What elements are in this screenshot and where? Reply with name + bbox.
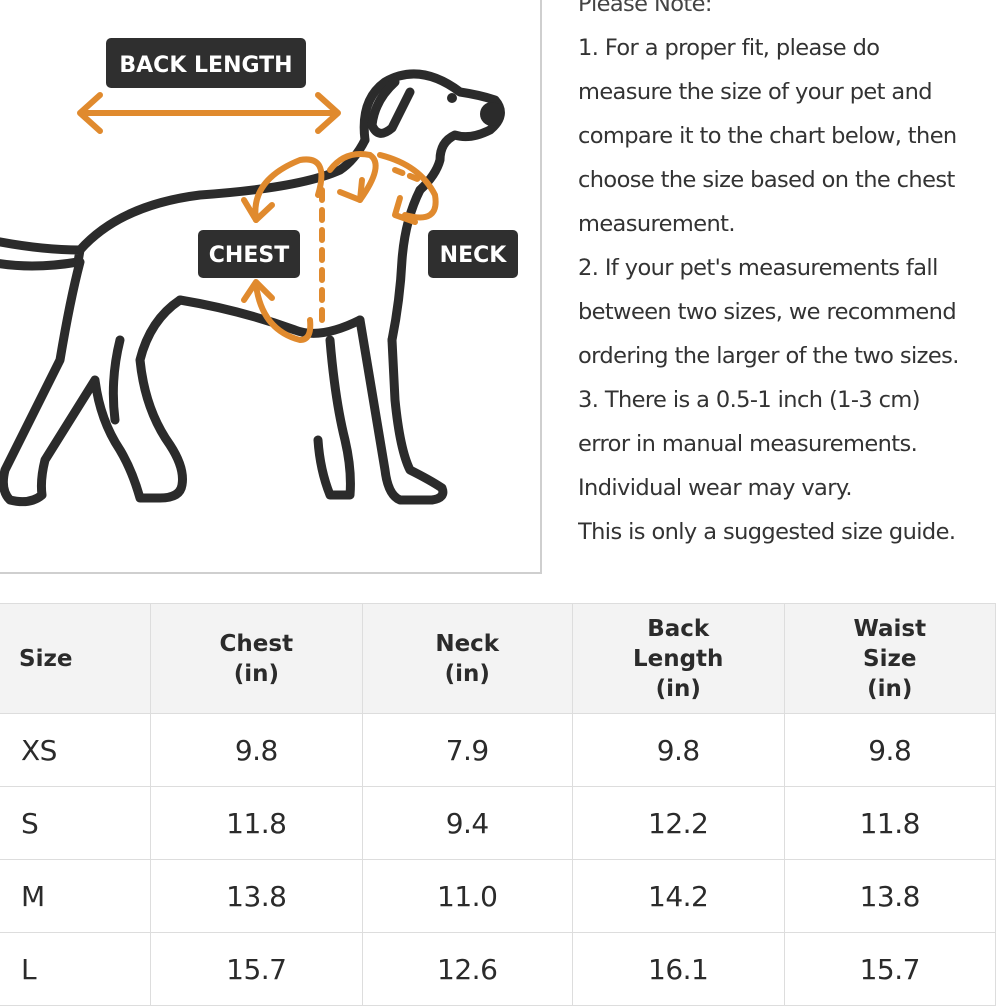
cell-chest: 13.8 <box>150 859 363 933</box>
header-waist-size: Waist Size (in) <box>783 603 997 714</box>
back-length-label: BACK LENGTH <box>106 38 306 88</box>
cell-chest: 15.7 <box>150 932 363 1006</box>
notes-line: choose the size based on the chest <box>578 167 955 193</box>
cell-back-length: 9.8 <box>571 713 785 787</box>
table-row: S 11.8 9.4 12.2 11.8 <box>0 786 997 860</box>
back-length-arrow-icon <box>77 92 341 134</box>
chest-curved-arrow-icon <box>241 156 325 343</box>
cell-size: L <box>0 932 152 1006</box>
table-row: XS 9.8 7.9 9.8 9.8 <box>0 713 997 787</box>
measurement-diagram-panel: BACK LENGTH CHEST NECK <box>0 0 542 574</box>
cell-neck: 9.4 <box>361 786 573 860</box>
header-size: Size <box>0 603 152 714</box>
cell-chest: 9.8 <box>150 713 363 787</box>
table-row: M 13.8 11.0 14.2 13.8 <box>0 859 997 933</box>
header-chest: Chest (in) <box>150 603 363 714</box>
notes-line: between two sizes, we recommend <box>578 299 957 325</box>
dog-measurement-diagram: BACK LENGTH CHEST NECK <box>0 38 518 507</box>
cell-size: XS <box>0 713 152 787</box>
notes-line: 2. If your pet's measurements fall <box>578 255 938 281</box>
cell-back-length: 12.2 <box>571 786 785 860</box>
cell-waist-size: 9.8 <box>783 713 997 787</box>
dog-nose-icon <box>480 102 504 126</box>
size-chart-table: Size Chest (in) Neck (in) Back Length (i… <box>0 603 997 1006</box>
cell-neck: 7.9 <box>361 713 573 787</box>
neck-label: NECK <box>428 230 518 278</box>
cell-waist-size: 11.8 <box>783 786 997 860</box>
cell-back-length: 16.1 <box>571 932 785 1006</box>
svg-text:NECK: NECK <box>440 243 508 268</box>
table-row: L 15.7 12.6 16.1 15.7 <box>0 932 997 1006</box>
notes-line: ordering the larger of the two sizes. <box>578 343 959 369</box>
chest-label: CHEST <box>198 230 300 278</box>
notes-line: error in manual measurements. <box>578 431 918 457</box>
size-guide-notes: Please Note: 1. For a proper fit, please… <box>578 0 1000 554</box>
dog-eye-icon <box>447 93 457 103</box>
cell-chest: 11.8 <box>150 786 363 860</box>
cell-waist-size: 13.8 <box>783 859 997 933</box>
notes-line: measure the size of your pet and <box>578 79 933 105</box>
svg-text:CHEST: CHEST <box>209 243 289 268</box>
cell-back-length: 14.2 <box>571 859 785 933</box>
cell-waist-size: 15.7 <box>783 932 997 1006</box>
notes-line: compare it to the chart below, then <box>578 123 957 149</box>
notes-line: 1. For a proper fit, please do <box>578 35 880 61</box>
cell-size: M <box>0 859 152 933</box>
notes-line: 3. There is a 0.5-1 inch (1-3 cm) <box>578 387 921 413</box>
notes-heading: Please Note: <box>578 0 712 17</box>
table-header-row: Size Chest (in) Neck (in) Back Length (i… <box>0 603 997 714</box>
header-neck: Neck (in) <box>361 603 573 714</box>
cell-size: S <box>0 786 152 860</box>
notes-line: measurement. <box>578 211 736 237</box>
notes-line: This is only a suggested size guide. <box>578 519 956 545</box>
cell-neck: 11.0 <box>361 859 573 933</box>
cell-neck: 12.6 <box>361 932 573 1006</box>
header-back-length: Back Length (in) <box>571 603 785 714</box>
svg-text:BACK LENGTH: BACK LENGTH <box>119 53 292 78</box>
neck-curved-arrow-icon <box>327 151 439 225</box>
notes-line: Individual wear may vary. <box>578 475 853 501</box>
